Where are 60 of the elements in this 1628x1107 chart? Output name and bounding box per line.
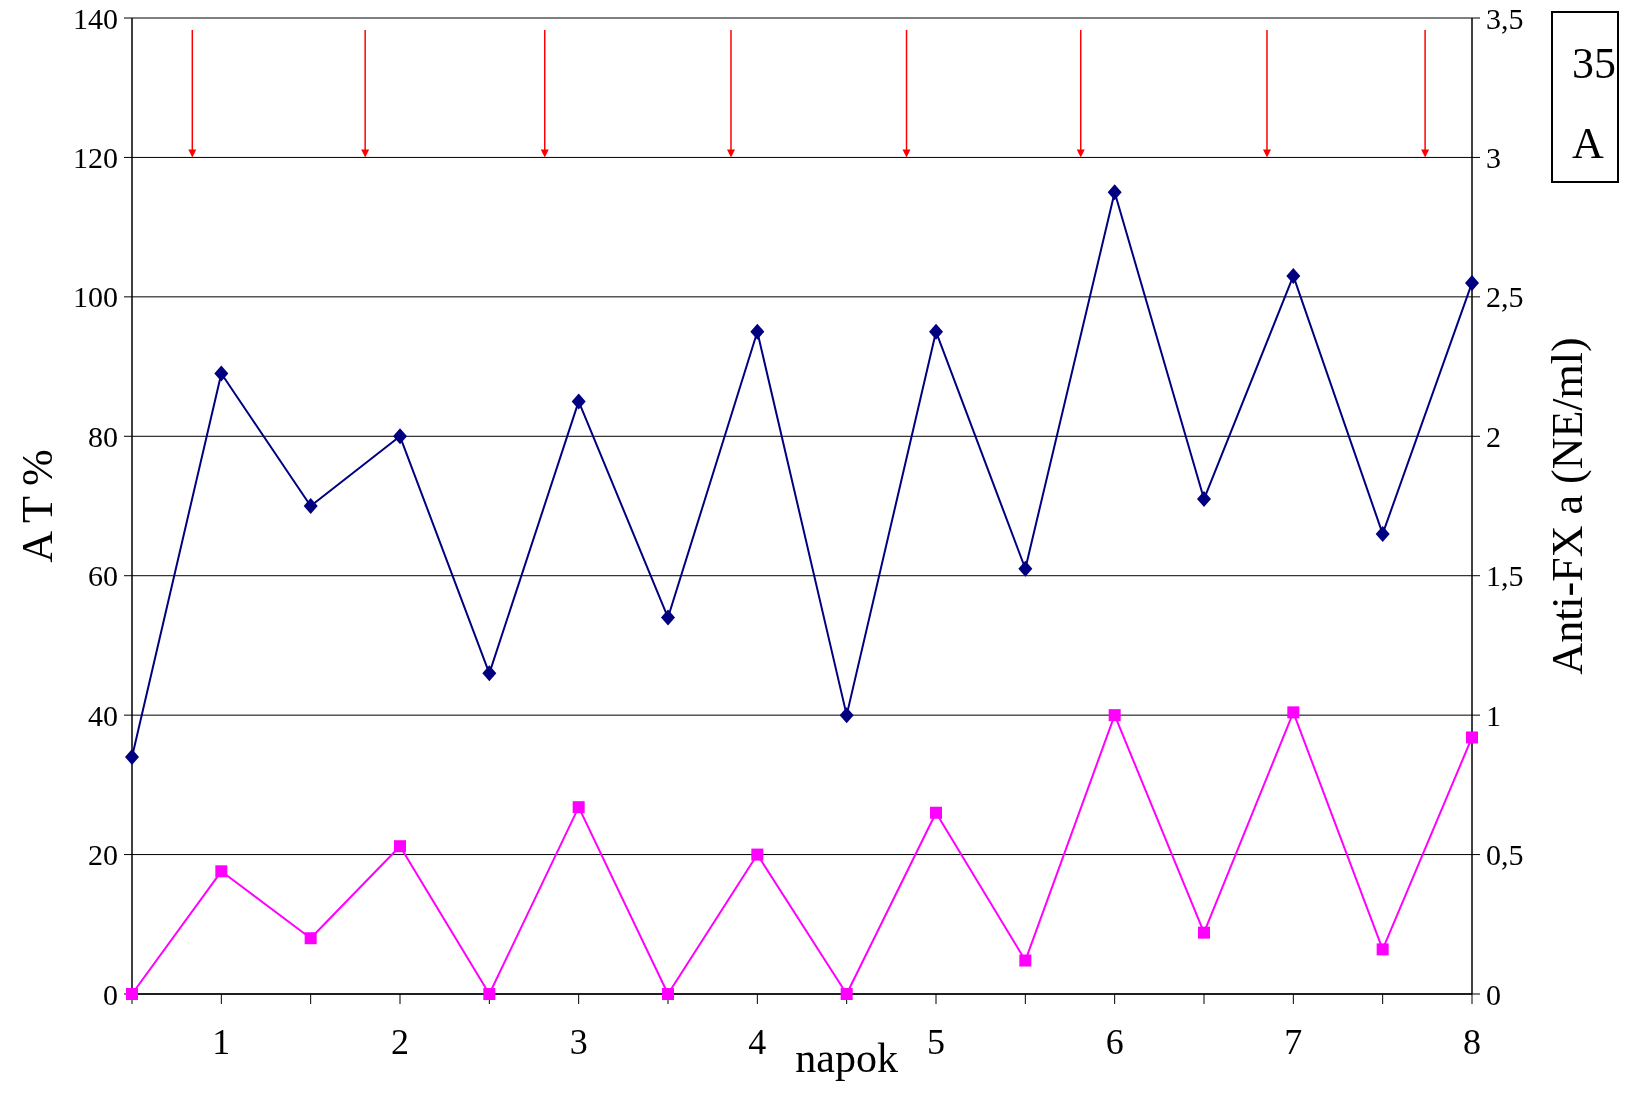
x-tick-label: 3 (569, 1022, 588, 1062)
point (1376, 943, 1389, 956)
point (750, 323, 765, 340)
point (1287, 706, 1300, 719)
x-tick-label: 1 (212, 1022, 231, 1062)
point (1286, 267, 1301, 284)
point (394, 840, 406, 853)
point (1375, 525, 1390, 542)
point (214, 365, 229, 382)
point (840, 988, 853, 1000)
y2-tick-label: 0 (1486, 977, 1501, 1011)
x-tick-label: 5 (927, 1022, 945, 1062)
point (303, 498, 318, 514)
point (483, 988, 496, 1000)
point (1107, 184, 1122, 201)
point (1198, 926, 1210, 939)
text: 35 (1572, 39, 1616, 88)
point (929, 323, 943, 340)
x-tick-label: 2 (391, 1022, 409, 1062)
point (304, 932, 317, 945)
y2-tick-label: 2,5 (1486, 280, 1524, 314)
x-tick-label: 4 (748, 1022, 767, 1062)
point (930, 806, 942, 819)
y-tick-label: 120 (73, 140, 118, 174)
point (1465, 274, 1479, 291)
y-axis-title: A T % (13, 449, 62, 563)
text: A (1572, 119, 1604, 168)
point (1466, 731, 1478, 744)
point (839, 707, 854, 724)
y-tick-label: 20 (88, 838, 118, 872)
point (1019, 954, 1032, 967)
y-tick-label: 40 (88, 698, 118, 732)
point (125, 748, 139, 765)
point (482, 665, 497, 682)
point (1197, 491, 1211, 508)
x-axis-title: napok (795, 1035, 898, 1081)
y-tick-label: 100 (73, 280, 118, 314)
y2-tick-label: 0,5 (1486, 838, 1524, 872)
x-tick-label: 6 (1105, 1022, 1124, 1062)
point (571, 393, 586, 410)
point (662, 988, 674, 1000)
y-tick-label: 80 (88, 419, 118, 453)
y-tick-label: 60 (88, 559, 118, 593)
y-tick-label: 140 (73, 1, 118, 35)
point (661, 609, 675, 626)
y-tick-label: 0 (103, 977, 118, 1011)
point (751, 848, 764, 861)
point (215, 865, 228, 878)
y2-tick-label: 2 (1486, 419, 1501, 453)
x-tick-label: 8 (1463, 1022, 1481, 1062)
y2-tick-label: 3 (1486, 140, 1501, 174)
y2-tick-label: 3,5 (1486, 1, 1524, 35)
point (1108, 709, 1121, 722)
y2-tick-label: 1 (1486, 698, 1501, 732)
point (572, 801, 585, 814)
point (1018, 560, 1033, 577)
y2-tick-label: 1,5 (1486, 559, 1524, 593)
y2-axis-title: Anti-FX a (NE/ml) (1543, 337, 1592, 675)
point (393, 428, 407, 445)
x-tick-label: 7 (1284, 1022, 1303, 1062)
